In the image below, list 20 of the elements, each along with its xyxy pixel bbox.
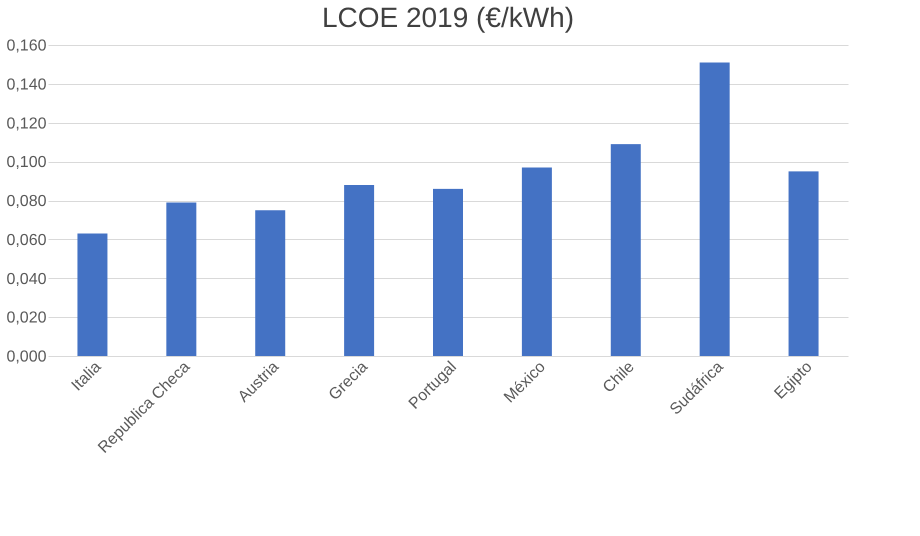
x-tick-label: Italia (68, 358, 105, 394)
bar (433, 188, 463, 356)
bar (522, 167, 552, 356)
bar (166, 202, 196, 356)
bar (77, 234, 108, 356)
chart-title: LCOE 2019 (€/kWh) (322, 2, 574, 33)
bar (255, 210, 286, 356)
y-tick-label: 0,160 (6, 38, 47, 54)
y-tick-label: 0,020 (6, 310, 47, 327)
y-tick-label: 0,060 (6, 232, 47, 249)
y-tick-label: 0,000 (6, 348, 47, 366)
y-tick-label: 0,140 (6, 76, 47, 94)
y-tick-label: 0,120 (6, 115, 47, 132)
bar (344, 184, 374, 356)
y-tick-label: 0,100 (6, 154, 47, 172)
bar (700, 62, 730, 356)
y-tick-label: 0,040 (6, 270, 47, 288)
bar (610, 144, 641, 356)
y-tick-label: 0,080 (6, 193, 47, 210)
bar (788, 171, 819, 356)
